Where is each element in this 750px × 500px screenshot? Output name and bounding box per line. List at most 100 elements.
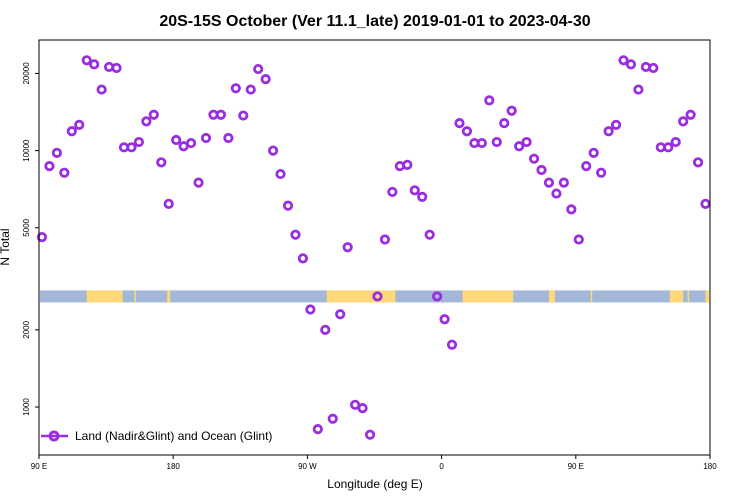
y-tick-label: 2000 [22, 320, 31, 338]
x-axis: 90 E 180 90 W 0 90 E 180 [31, 455, 717, 471]
data-points [36, 55, 711, 440]
land-segment [548, 290, 555, 303]
data-point [670, 136, 681, 148]
plot-frame [38, 39, 711, 456]
data-point [596, 167, 607, 178]
data-point [327, 413, 338, 424]
data-point [126, 142, 137, 153]
data-point [551, 188, 562, 199]
data-point [74, 119, 85, 130]
data-point [44, 161, 55, 172]
data-point [141, 116, 152, 127]
legend-marker [48, 430, 60, 442]
x-tick-label: 180 [167, 462, 181, 471]
data-point [357, 403, 368, 414]
y-tick-label: 10000 [22, 139, 31, 162]
land-segment [134, 290, 136, 303]
land-segment [462, 290, 508, 303]
data-point [312, 424, 323, 435]
y-axis-title: N Total [0, 228, 12, 265]
data-point [364, 429, 376, 440]
data-point [685, 109, 696, 120]
data-point [253, 63, 264, 75]
legend-label: Land (Nadir&Glint) and Ocean (Glint) [75, 429, 272, 443]
data-point [290, 229, 301, 240]
data-point [484, 95, 495, 106]
legend: Land (Nadir&Glint) and Ocean (Glint) [41, 429, 272, 443]
data-point [320, 324, 331, 335]
data-point [514, 141, 525, 152]
data-point [275, 168, 286, 180]
data-point [245, 84, 256, 95]
x-tick-label: 90 E [568, 462, 584, 471]
data-point [558, 177, 569, 188]
data-point [260, 74, 271, 85]
data-point [372, 291, 383, 302]
data-point [700, 198, 711, 209]
land-segment [507, 290, 511, 303]
x-tick-label: 90 E [31, 462, 47, 471]
data-point [89, 59, 100, 70]
y-tick-label: 20000 [22, 62, 31, 85]
data-point [454, 118, 465, 129]
data-point [409, 185, 420, 196]
data-point [566, 204, 577, 215]
data-point [476, 137, 487, 149]
data-point [663, 142, 674, 153]
data-point [417, 191, 428, 202]
data-point [432, 291, 443, 302]
data-point [461, 126, 473, 137]
data-point [625, 59, 637, 70]
data-point [521, 136, 532, 148]
data-point [446, 339, 458, 350]
data-point [193, 177, 204, 188]
x-axis-title: Longitude (deg E) [327, 477, 422, 491]
y-axis: 1000 2000 5000 10000 20000 [22, 62, 39, 416]
land-segment [705, 290, 709, 303]
chart-title: 20S-15S October (Ver 11.1_late) 2019-01-… [159, 13, 590, 30]
data-point [536, 164, 547, 176]
land-segment [167, 290, 171, 303]
data-point [268, 145, 279, 156]
data-point [111, 62, 122, 74]
data-point [133, 136, 145, 148]
data-point [223, 132, 234, 144]
data-point [528, 153, 540, 164]
data-point [185, 137, 197, 149]
data-point [51, 147, 62, 158]
data-point [618, 55, 629, 66]
x-tick-label: 180 [703, 462, 717, 471]
land-segment [669, 290, 684, 303]
data-point [603, 126, 614, 137]
data-point [342, 242, 353, 253]
data-point [297, 253, 309, 264]
data-point [81, 55, 92, 66]
land-segment [687, 290, 690, 303]
land-segment [510, 290, 514, 303]
land-segment [86, 290, 123, 303]
data-point [588, 147, 599, 158]
data-point [499, 118, 510, 129]
data-point [581, 161, 592, 172]
data-point [305, 304, 316, 315]
data-point [610, 119, 622, 130]
data-point [491, 136, 502, 148]
x-tick-label: 90 W [298, 462, 317, 471]
data-point [633, 84, 644, 95]
data-point [200, 132, 212, 144]
data-point [156, 157, 167, 168]
land-segment [590, 290, 593, 303]
data-point [282, 200, 294, 211]
y-tick-label: 1000 [22, 398, 31, 416]
data-point [387, 186, 398, 198]
data-point [573, 234, 584, 245]
data-point [163, 198, 174, 209]
y-tick-label: 5000 [22, 218, 31, 236]
data-point [215, 109, 227, 120]
data-point [439, 314, 450, 325]
data-point [543, 177, 555, 188]
data-point [96, 84, 107, 95]
data-point [238, 110, 249, 121]
